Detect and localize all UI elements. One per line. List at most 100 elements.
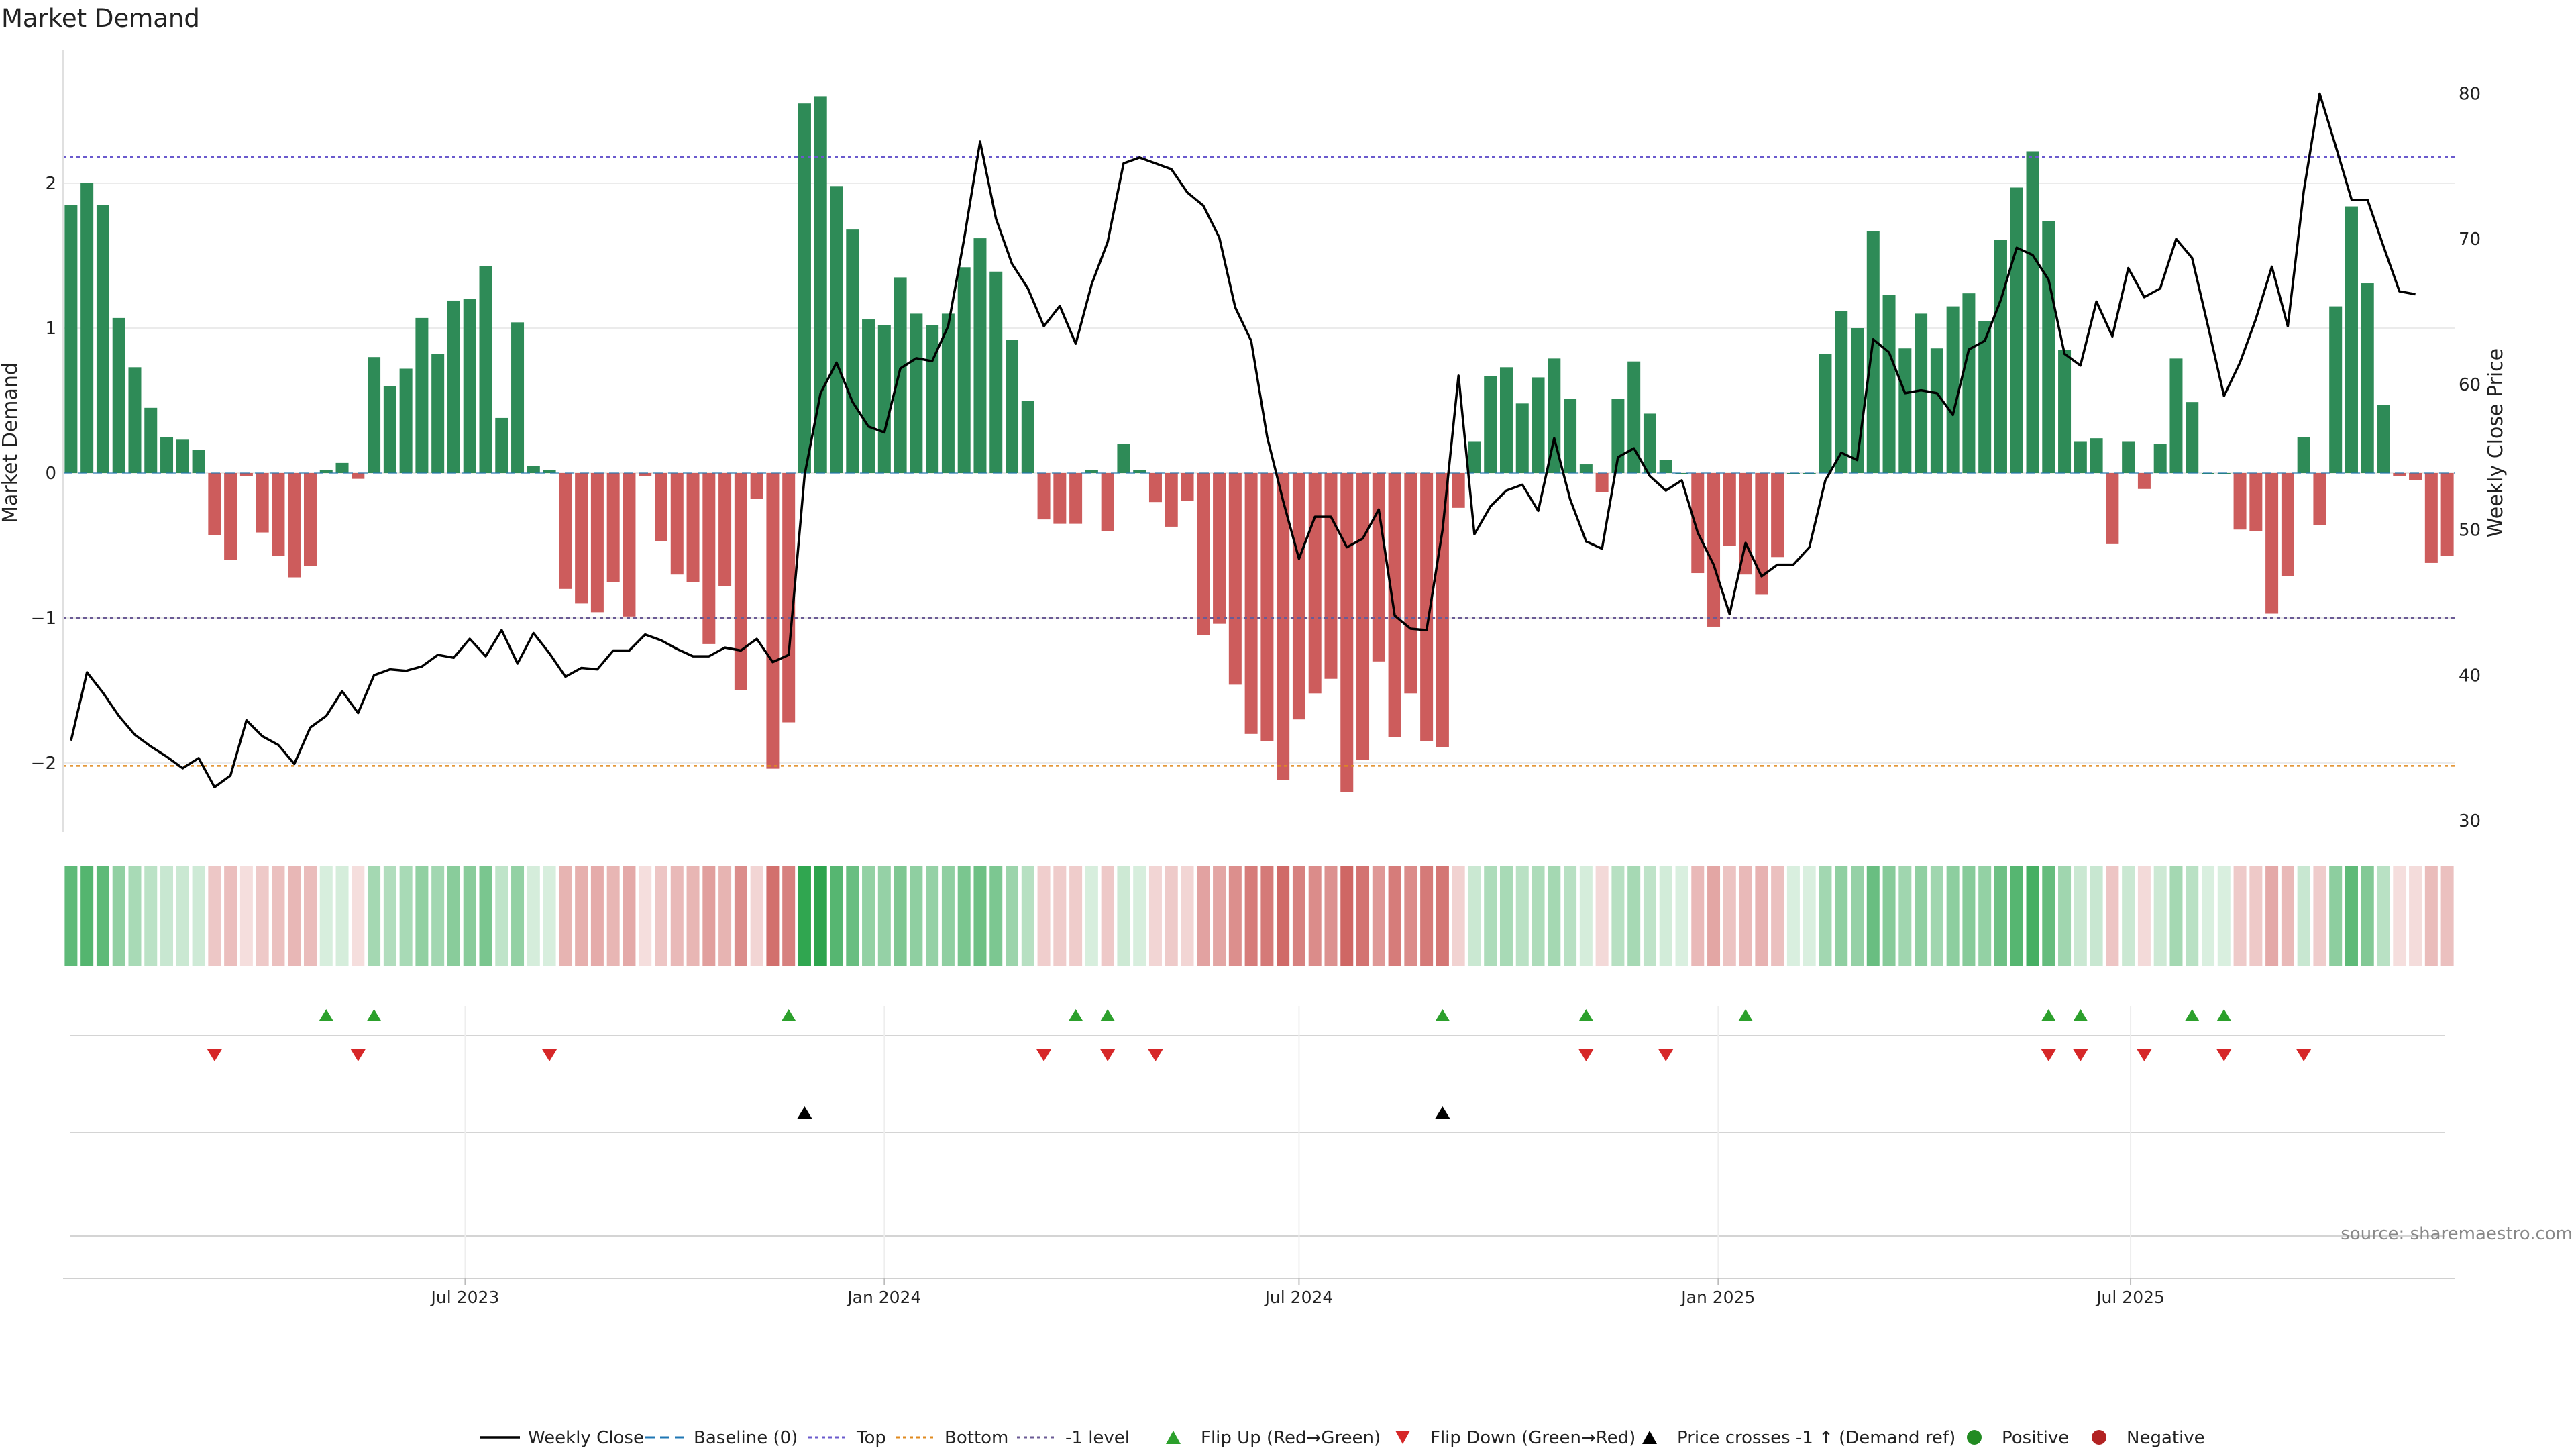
heat-cell: [208, 866, 221, 966]
legend-label: Positive: [2002, 1428, 2069, 1448]
heat-cell: [1228, 866, 1242, 966]
heat-cell: [2233, 866, 2247, 966]
demand-bar-negative: [1308, 473, 1322, 694]
heat-cell: [559, 866, 572, 966]
heat-cell: [415, 866, 429, 966]
heat-cell: [1532, 866, 1545, 966]
heat-cell: [782, 866, 796, 966]
demand-bar-positive: [894, 277, 907, 473]
demand-bar-positive: [96, 205, 109, 473]
legend-label: Flip Up (Red→Green): [1201, 1428, 1381, 1448]
demand-bar-positive: [319, 470, 333, 473]
demand-bar-positive: [399, 368, 413, 473]
demand-bar-negative: [1101, 473, 1114, 531]
x-tick-label: Jul 2024: [1264, 1288, 1334, 1307]
heat-cell: [1978, 866, 1992, 966]
weekly-close-price-line: [70, 92, 2416, 788]
demand-bar-negative: [766, 473, 780, 769]
demand-bar-positive: [383, 386, 396, 473]
heat-cell: [1564, 866, 1577, 966]
demand-bar-negative: [606, 473, 620, 582]
flip-down-marker: [2216, 1049, 2232, 1061]
heat-cell: [112, 866, 125, 966]
demand-bar-positive: [926, 325, 939, 473]
heat-cell: [1643, 866, 1656, 966]
heat-cell: [2313, 866, 2326, 966]
legend-label: Top: [856, 1428, 886, 1448]
demand-bar-negative: [272, 473, 285, 556]
demand-bar-positive: [2122, 441, 2135, 473]
heat-cell: [2329, 866, 2343, 966]
demand-bar-negative: [2393, 473, 2406, 476]
legend-label: Negative: [2127, 1428, 2205, 1448]
heat-cell: [463, 866, 476, 966]
heat-cell: [2122, 866, 2135, 966]
demand-bar-positive: [957, 267, 971, 473]
demand-bar-positive: [144, 407, 158, 473]
heat-cell: [655, 866, 667, 966]
legend-glyph-flip-up: [1166, 1431, 1181, 1444]
heat-cell: [288, 866, 301, 966]
demand-bar-negative: [1324, 473, 1338, 679]
heat-cell: [1324, 866, 1338, 966]
demand-bar-negative: [1595, 473, 1609, 492]
demand-bar-negative: [1037, 473, 1051, 520]
x-tick-label: Jan 2025: [1680, 1288, 1755, 1307]
demand-bar-positive: [1468, 441, 1481, 473]
heat-cell: [2090, 866, 2103, 966]
heat-cell: [2440, 866, 2454, 966]
flip-up-marker: [1068, 1009, 1083, 1021]
heat-cell: [335, 866, 349, 966]
axes: −2 −1 0 1 2 30 40 50 60 70 80 Jul 2023 Jan 2024 Jul 2…: [31, 50, 2481, 1307]
y-tick-label-right: 30: [2459, 811, 2481, 831]
heat-cell: [702, 866, 716, 966]
demand-bar-negative: [1404, 473, 1417, 694]
demand-bar-positive: [1515, 403, 1529, 473]
heat-cell: [527, 866, 540, 966]
legend-item: Flip Up (Red→Green): [1166, 1428, 1381, 1448]
heat-cell: [1388, 866, 1401, 966]
heat-cell: [1420, 866, 1434, 966]
demand-bar-negative: [1244, 473, 1258, 734]
flip-down-marker: [2296, 1049, 2312, 1061]
heat-cell: [1915, 866, 1928, 966]
demand-bar-positive: [1898, 348, 1912, 473]
heat-cell: [368, 866, 381, 966]
demand-bar-negative: [1372, 473, 1385, 662]
heat-cell: [1484, 866, 1497, 966]
x-tick-label: Jan 2024: [846, 1288, 921, 1307]
demand-bar-negative: [2281, 473, 2294, 576]
y-tick-label-left: 1: [45, 319, 56, 339]
heat-cell: [1739, 866, 1752, 966]
flip-up-marker: [1435, 1009, 1450, 1021]
legend: Weekly Close Baseline (0) Top Bottom -1 leve…: [480, 1428, 2205, 1448]
heat-cell: [160, 866, 174, 966]
heat-cell: [1835, 866, 1848, 966]
heat-cell: [1053, 866, 1067, 966]
demand-bar-negative: [1165, 473, 1178, 527]
demand-bar-negative: [2137, 473, 2151, 489]
demand-bar-positive: [527, 466, 540, 473]
demand-bar-negative: [224, 473, 237, 560]
reference-lines: [63, 156, 2455, 767]
heat-cell: [2042, 866, 2055, 966]
demand-bar-positive: [1006, 340, 1019, 473]
heat-cell: [2106, 866, 2119, 966]
demand-bar-negative: [2265, 473, 2279, 614]
legend-glyph-negative: [2092, 1430, 2106, 1445]
heat-cell: [2058, 866, 2072, 966]
demand-bar-negative: [686, 473, 700, 582]
flip-down-marker: [1036, 1049, 1052, 1061]
demand-bar-negative: [1755, 473, 1768, 595]
x-tick-label: Jul 2023: [430, 1288, 500, 1307]
demand-bar-negative: [1181, 473, 1194, 501]
demand-bars: [64, 96, 2454, 792]
demand-bar-negative: [655, 473, 667, 541]
demand-bar-positive: [64, 205, 78, 473]
heat-cell: [2153, 866, 2167, 966]
demand-bar-negative: [1148, 473, 1162, 503]
y-tick-label-right: 50: [2459, 521, 2481, 541]
demand-bar-positive: [1866, 231, 1880, 473]
heat-cell: [80, 866, 94, 966]
